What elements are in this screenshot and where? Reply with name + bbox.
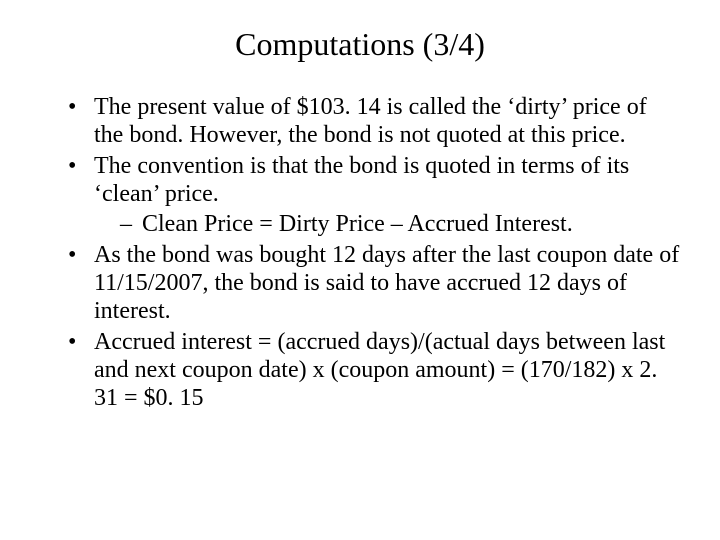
- list-item: As the bond was bought 12 days after the…: [68, 241, 680, 326]
- bullet-list: The present value of $103. 14 is called …: [40, 93, 680, 412]
- list-item-text: As the bond was bought 12 days after the…: [94, 242, 679, 325]
- sub-bullet-list: Clean Price = Dirty Price – Accrued Inte…: [94, 210, 680, 238]
- list-item: The present value of $103. 14 is called …: [68, 93, 680, 150]
- list-item-text: Accrued interest = (accrued days)/(actua…: [94, 329, 665, 412]
- list-item-text: The convention is that the bond is quote…: [94, 153, 629, 207]
- sub-list-item: Clean Price = Dirty Price – Accrued Inte…: [120, 210, 680, 238]
- sub-list-item-text: Clean Price = Dirty Price – Accrued Inte…: [142, 211, 573, 237]
- list-item: Accrued interest = (accrued days)/(actua…: [68, 328, 680, 413]
- list-item-text: The present value of $103. 14 is called …: [94, 94, 647, 148]
- page-title: Computations (3/4): [40, 26, 680, 63]
- list-item: The convention is that the bond is quote…: [68, 152, 680, 239]
- slide: Computations (3/4) The present value of …: [0, 0, 720, 540]
